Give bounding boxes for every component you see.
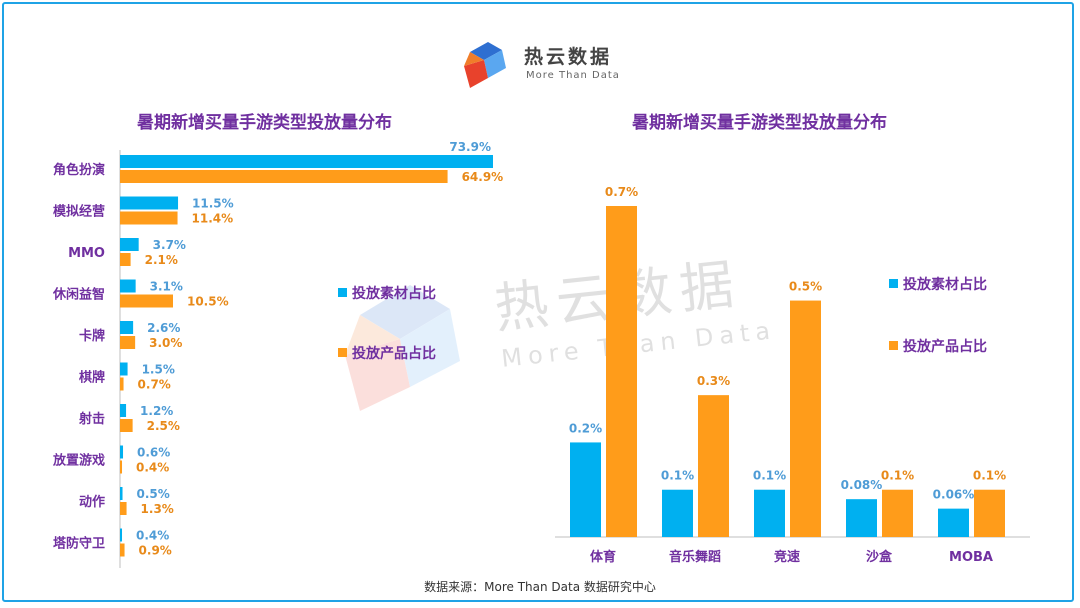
bar-material xyxy=(120,445,124,459)
data-label: 0.7% xyxy=(138,378,171,392)
bar-material xyxy=(120,196,179,210)
data-label: 0.4% xyxy=(136,461,169,475)
data-label: 3.7% xyxy=(153,238,186,252)
bar-product xyxy=(974,489,1005,537)
right-legend-product: 投放产品占比 xyxy=(889,336,987,356)
category-label: 体育 xyxy=(590,549,616,565)
data-label: 10.5% xyxy=(187,295,229,309)
bar-product xyxy=(120,294,173,308)
category-label: 棋牌 xyxy=(78,370,105,386)
data-label: 0.9% xyxy=(139,544,172,558)
bar-material xyxy=(120,362,128,376)
legend-swatch-material xyxy=(889,279,898,288)
data-label: 2.6% xyxy=(147,321,180,335)
data-label: 2.1% xyxy=(145,253,178,267)
bar-product xyxy=(120,170,448,183)
logo-name: 热云数据 xyxy=(524,46,613,68)
data-label: 0.2% xyxy=(569,421,602,435)
category-label: 沙盒 xyxy=(866,549,893,565)
data-label: 0.5% xyxy=(137,487,170,501)
legend-swatch-product xyxy=(889,341,898,350)
data-label: 64.9% xyxy=(462,170,504,184)
data-label: 0.1% xyxy=(973,469,1006,483)
data-label: 0.08% xyxy=(841,478,883,492)
bar-material xyxy=(846,499,877,537)
data-label: 2.5% xyxy=(147,419,180,433)
category-label: 音乐舞蹈 xyxy=(669,549,721,565)
bar-material xyxy=(120,404,127,417)
watermark: 热云数据 More Than Data xyxy=(340,252,777,415)
data-label: 0.5% xyxy=(789,280,822,294)
category-label: 竞速 xyxy=(774,549,800,565)
data-label: 0.1% xyxy=(661,469,694,483)
logo-cube-icon xyxy=(464,42,506,88)
bar-product xyxy=(120,253,131,266)
bar-material xyxy=(754,489,785,537)
data-label: 0.7% xyxy=(605,185,638,199)
data-label: 11.4% xyxy=(192,212,234,226)
bar-material xyxy=(938,508,969,537)
category-label: 卡牌 xyxy=(79,328,105,344)
category-label: 动作 xyxy=(79,494,105,510)
bar-product xyxy=(120,460,123,474)
bar-product xyxy=(882,489,913,537)
bar-product xyxy=(606,206,637,537)
bar-product xyxy=(120,502,127,515)
right-legend-material: 投放素材占比 xyxy=(889,274,987,294)
left-legend-material: 投放素材占比 xyxy=(338,283,436,303)
data-label: 3.1% xyxy=(150,280,183,294)
left-legend-product: 投放产品占比 xyxy=(338,343,436,363)
data-label: 0.3% xyxy=(697,374,730,388)
data-label: 11.5% xyxy=(192,197,234,211)
data-source-note: 数据来源：More Than Data 数据研究中心 xyxy=(424,580,656,594)
bar-product xyxy=(790,300,821,537)
bar-material xyxy=(120,528,123,542)
bar-product xyxy=(120,211,178,225)
data-label: 0.1% xyxy=(753,469,786,483)
data-label: 0.1% xyxy=(881,469,914,483)
data-label: 73.9% xyxy=(449,140,491,154)
bar-material xyxy=(120,238,139,251)
data-label: 1.2% xyxy=(140,404,173,418)
category-label: MOBA xyxy=(949,550,993,565)
bar-material xyxy=(120,321,134,334)
data-label: 1.5% xyxy=(142,363,175,377)
data-label: 0.6% xyxy=(137,446,170,460)
bar-product xyxy=(120,543,125,557)
category-label: MMO xyxy=(68,246,105,261)
category-label: 射击 xyxy=(78,411,105,427)
bar-material xyxy=(662,489,693,537)
bar-material xyxy=(570,442,601,537)
data-label: 0.4% xyxy=(136,529,169,543)
bar-material xyxy=(120,155,493,168)
logo-tagline: More Than Data xyxy=(526,70,620,81)
data-label: 3.0% xyxy=(149,336,182,350)
bar-product xyxy=(698,395,729,537)
legend-swatch-product xyxy=(338,348,347,357)
bar-product xyxy=(120,377,124,391)
right-chart-title: 暑期新增买量手游类型投放量分布 xyxy=(632,113,887,133)
bar-material xyxy=(120,487,123,500)
watermark-cube-icon xyxy=(345,285,460,411)
legend-swatch-material xyxy=(338,288,347,297)
category-label: 塔防守卫 xyxy=(53,536,105,552)
bar-product xyxy=(120,336,136,349)
category-label: 角色扮演 xyxy=(53,162,105,178)
category-label: 休闲益智 xyxy=(52,287,105,303)
page-frame xyxy=(2,2,1074,602)
data-label: 0.06% xyxy=(933,488,975,502)
category-label: 放置游戏 xyxy=(52,453,105,469)
data-label: 1.3% xyxy=(141,502,174,516)
bar-material xyxy=(120,279,136,293)
bar-product xyxy=(120,419,133,432)
brand-logo: 热云数据 More Than Data xyxy=(462,38,632,90)
left-chart-title: 暑期新增买量手游类型投放量分布 xyxy=(137,113,392,133)
category-label: 模拟经营 xyxy=(53,204,105,220)
